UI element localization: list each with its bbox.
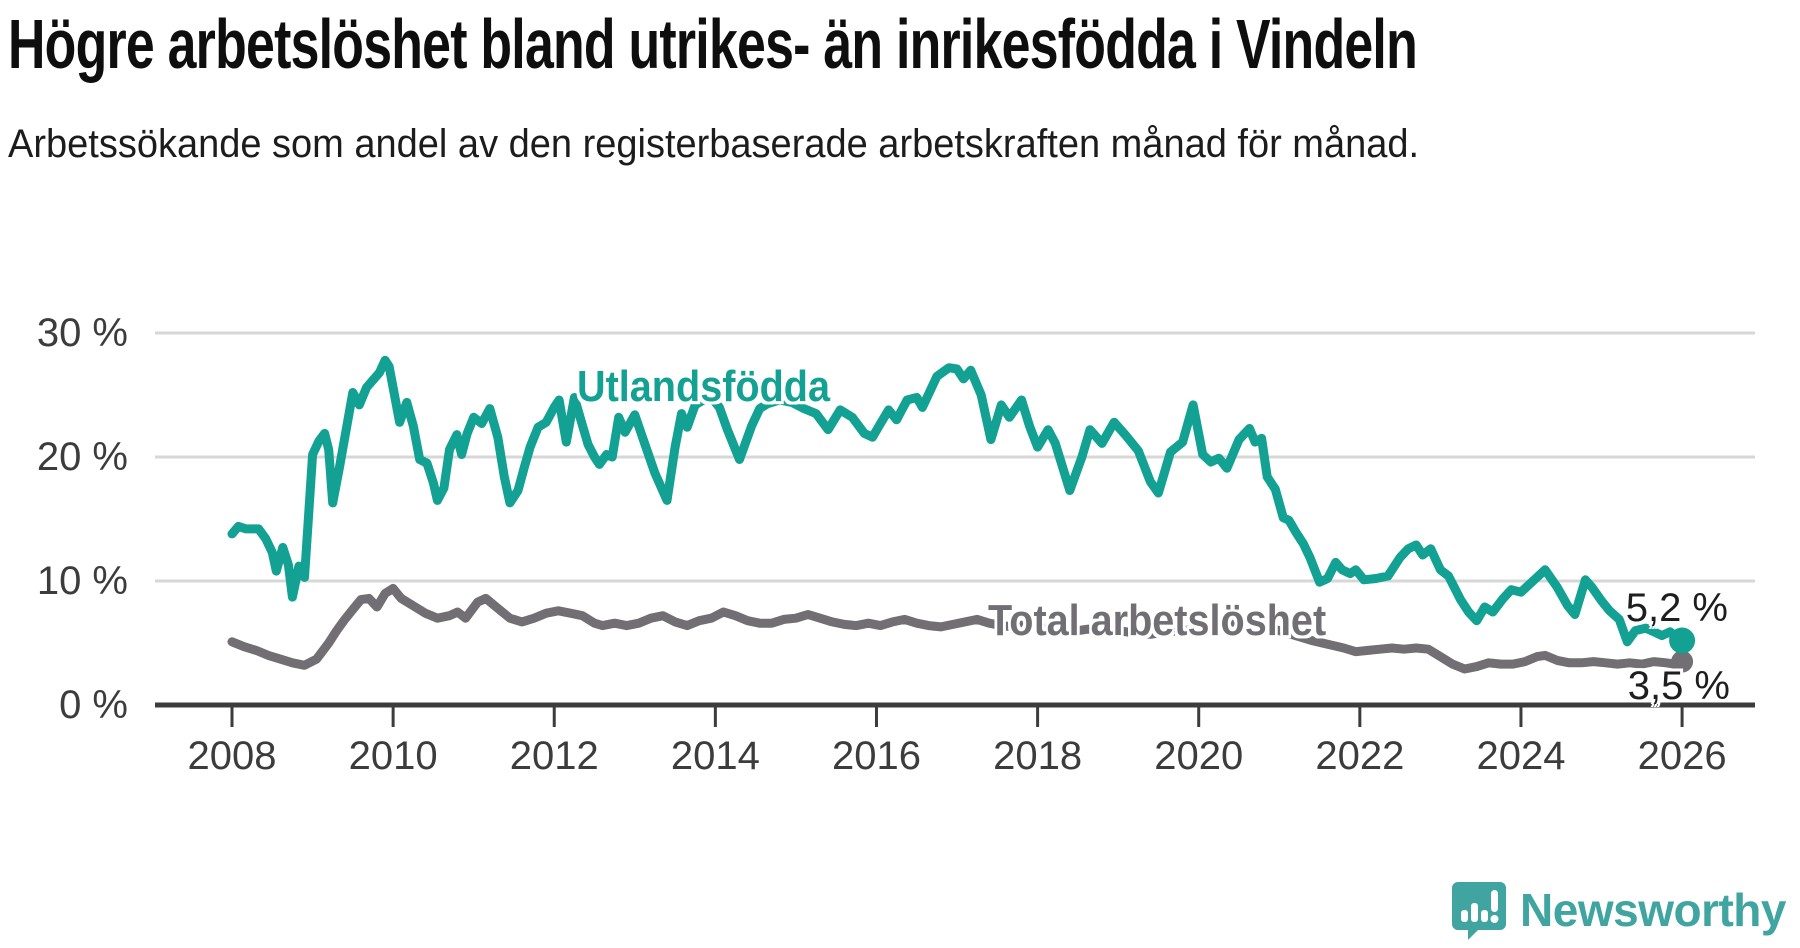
- x-tick-label: 2008: [187, 734, 277, 778]
- x-tick-label: 2014: [670, 734, 760, 778]
- series-line-total-arbetsl-shet: [227, 583, 1687, 674]
- end-value-utlandsfodda: 5,2 %: [1625, 586, 1728, 630]
- x-tick-label: 2010: [348, 734, 438, 778]
- brand-footer: Newsworthy: [1452, 880, 1786, 940]
- x-tick-label: 2022: [1315, 734, 1405, 778]
- x-tick-label: 2012: [509, 734, 599, 778]
- page-title: Högre arbetslöshet bland utrikes- än inr…: [8, 5, 1418, 83]
- x-tick-label: 2020: [1154, 734, 1244, 778]
- x-tick-label: 2024: [1476, 734, 1566, 778]
- series-label-utlandsfodda: Utlandsfödda: [577, 362, 830, 411]
- y-tick-label: 10 %: [36, 559, 128, 603]
- x-tick-label: 2016: [831, 734, 921, 778]
- x-tick-label: 2026: [1637, 734, 1727, 778]
- page-subtitle: Arbetssökande som andel av den registerb…: [8, 122, 1420, 166]
- y-tick-label: 30 %: [36, 311, 128, 355]
- series-line-utlandsf-dda: [227, 355, 1687, 647]
- series-label-total-arbetsloshet: Total arbetslöshet: [988, 596, 1327, 645]
- end-dot-utlandsf-dda: [1669, 627, 1696, 654]
- end-value-total: 3,5 %: [1627, 664, 1730, 708]
- y-tick-label: 0 %: [59, 683, 128, 727]
- y-tick-label: 20 %: [36, 435, 128, 479]
- newsworthy-logo-icon: [1452, 882, 1507, 940]
- end-dot-total-arbetsl-shet: [1671, 650, 1694, 673]
- x-tick-label: 2018: [993, 734, 1083, 778]
- brand-name: Newsworthy: [1520, 884, 1786, 936]
